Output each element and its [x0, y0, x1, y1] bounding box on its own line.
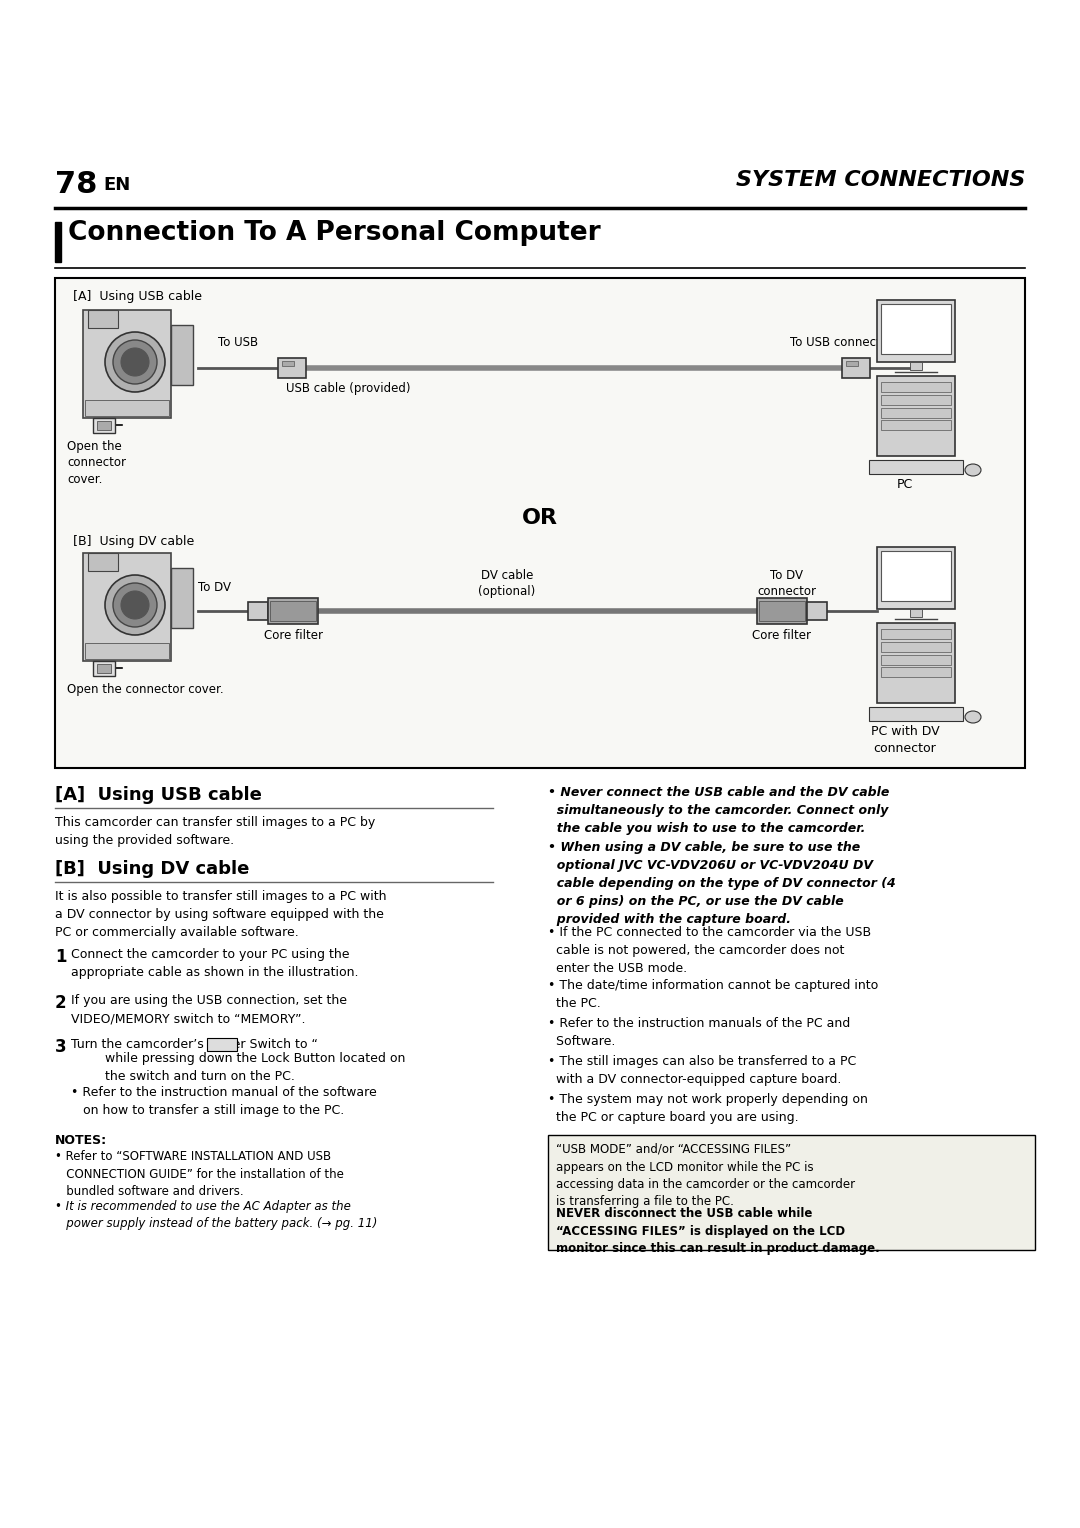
- Text: PLAY: PLAY: [212, 1039, 232, 1048]
- Text: To USB: To USB: [218, 336, 258, 348]
- Bar: [248, 602, 268, 620]
- Text: To USB connector: To USB connector: [789, 336, 893, 348]
- Text: NEVER disconnect the USB cable while
“ACCESSING FILES” is displayed on the LCD
m: NEVER disconnect the USB cable while “AC…: [556, 1207, 880, 1254]
- Bar: [282, 361, 294, 367]
- Text: • It is recommended to use the AC Adapter as the
   power supply instead of the : • It is recommended to use the AC Adapte…: [55, 1199, 377, 1230]
- Bar: [881, 668, 951, 677]
- Bar: [171, 325, 193, 385]
- Bar: [869, 707, 963, 721]
- Text: It is also possible to transfer still images to a PC with
a DV connector by usin: It is also possible to transfer still im…: [55, 889, 387, 940]
- Text: Open the connector cover.: Open the connector cover.: [67, 683, 224, 695]
- Text: USB cable (provided): USB cable (provided): [286, 382, 410, 396]
- Bar: [97, 422, 111, 429]
- Bar: [207, 1038, 237, 1051]
- Bar: [846, 361, 858, 367]
- Bar: [807, 602, 827, 620]
- Text: [B]  Using DV cable: [B] Using DV cable: [73, 535, 194, 549]
- Text: [B]  Using DV cable: [B] Using DV cable: [55, 860, 249, 879]
- Text: • Refer to “SOFTWARE INSTALLATION AND USB
   CONNECTION GUIDE” for the installat: • Refer to “SOFTWARE INSTALLATION AND US…: [55, 1151, 343, 1198]
- Bar: [83, 310, 171, 419]
- Bar: [87, 310, 118, 329]
- Bar: [877, 623, 955, 703]
- Bar: [270, 601, 316, 620]
- Bar: [759, 601, 805, 620]
- Bar: [881, 304, 951, 354]
- Text: OR: OR: [522, 507, 558, 529]
- Text: 2: 2: [55, 995, 67, 1012]
- Ellipse shape: [966, 465, 981, 477]
- Bar: [881, 642, 951, 652]
- Bar: [877, 547, 955, 610]
- Text: DV cable
(optional): DV cable (optional): [478, 568, 536, 597]
- Bar: [85, 400, 168, 416]
- Bar: [87, 553, 118, 571]
- Bar: [869, 460, 963, 474]
- Bar: [93, 662, 114, 675]
- Bar: [877, 299, 955, 362]
- Text: [A]  Using USB cable: [A] Using USB cable: [73, 290, 202, 303]
- Circle shape: [121, 591, 149, 619]
- Text: 1: 1: [55, 947, 67, 966]
- Bar: [877, 376, 955, 455]
- Text: • The system may not work properly depending on
  the PC or capture board you ar: • The system may not work properly depen…: [548, 1093, 868, 1125]
- Bar: [85, 643, 168, 659]
- Bar: [881, 396, 951, 405]
- Text: • When using a DV cable, be sure to use the
  optional JVC VC-VDV206U or VC-VDV2: • When using a DV cable, be sure to use …: [548, 840, 895, 926]
- Bar: [881, 630, 951, 639]
- Bar: [97, 665, 111, 672]
- Text: Connection To A Personal Computer: Connection To A Personal Computer: [68, 220, 600, 246]
- Text: • The date/time information cannot be captured into
  the PC.: • The date/time information cannot be ca…: [548, 979, 878, 1010]
- Text: Core filter: Core filter: [264, 630, 323, 642]
- Text: Connect the camcorder to your PC using the
appropriate cable as shown in the ill: Connect the camcorder to your PC using t…: [71, 947, 359, 979]
- Circle shape: [105, 575, 165, 636]
- Circle shape: [113, 341, 157, 384]
- Bar: [93, 419, 114, 432]
- Text: This camcorder can transfer still images to a PC by
using the provided software.: This camcorder can transfer still images…: [55, 816, 375, 847]
- Circle shape: [121, 348, 149, 376]
- Text: while pressing down the Lock Button located on
the switch and turn on the PC.: while pressing down the Lock Button loca…: [105, 1051, 405, 1083]
- Bar: [83, 553, 171, 662]
- Bar: [55, 278, 1025, 769]
- Bar: [171, 568, 193, 628]
- Bar: [55, 222, 60, 261]
- Text: “USB MODE” and/or “ACCESSING FILES”
appears on the LCD monitor while the PC is
a: “USB MODE” and/or “ACCESSING FILES” appe…: [556, 1143, 855, 1209]
- Text: 3: 3: [55, 1038, 67, 1056]
- Text: • Refer to the instruction manual of the software
   on how to transfer a still : • Refer to the instruction manual of the…: [71, 1086, 377, 1117]
- Text: Open the
connector
cover.: Open the connector cover.: [67, 440, 126, 486]
- Bar: [842, 358, 870, 377]
- Bar: [881, 656, 951, 665]
- Text: NOTES:: NOTES:: [55, 1134, 107, 1148]
- Circle shape: [113, 584, 157, 626]
- Bar: [881, 552, 951, 601]
- Bar: [881, 408, 951, 419]
- Bar: [757, 597, 807, 623]
- Text: 78: 78: [55, 170, 97, 199]
- Bar: [881, 420, 951, 429]
- Text: SYSTEM CONNECTIONS: SYSTEM CONNECTIONS: [735, 170, 1025, 189]
- Text: To DV
connector: To DV connector: [757, 568, 816, 597]
- Text: • Never connect the USB cable and the DV cable
  simultaneously to the camcorder: • Never connect the USB cable and the DV…: [548, 785, 889, 834]
- Circle shape: [105, 332, 165, 393]
- Ellipse shape: [966, 711, 981, 723]
- Text: Turn the camcorder’s Power Switch to “: Turn the camcorder’s Power Switch to “: [71, 1038, 318, 1051]
- Text: • Refer to the instruction manuals of the PC and
  Software.: • Refer to the instruction manuals of th…: [548, 1018, 850, 1048]
- Text: PC with DV
connector: PC with DV connector: [870, 724, 940, 755]
- Text: • If the PC connected to the camcorder via the USB
  cable is not powered, the c: • If the PC connected to the camcorder v…: [548, 926, 872, 975]
- Text: Core filter: Core filter: [753, 630, 811, 642]
- Text: EN: EN: [103, 176, 131, 194]
- Bar: [910, 610, 922, 617]
- Text: If you are using the USB connection, set the
VIDEO/MEMORY switch to “MEMORY”.: If you are using the USB connection, set…: [71, 995, 347, 1025]
- Text: PC: PC: [896, 478, 913, 490]
- Text: To DV: To DV: [198, 581, 231, 594]
- Text: [A]  Using USB cable: [A] Using USB cable: [55, 785, 261, 804]
- Bar: [278, 358, 306, 377]
- Text: • The still images can also be transferred to a PC
  with a DV connector-equippe: • The still images can also be transferr…: [548, 1054, 856, 1086]
- Bar: [268, 597, 318, 623]
- Bar: [910, 362, 922, 370]
- Bar: [881, 382, 951, 393]
- Bar: [548, 1135, 1035, 1250]
